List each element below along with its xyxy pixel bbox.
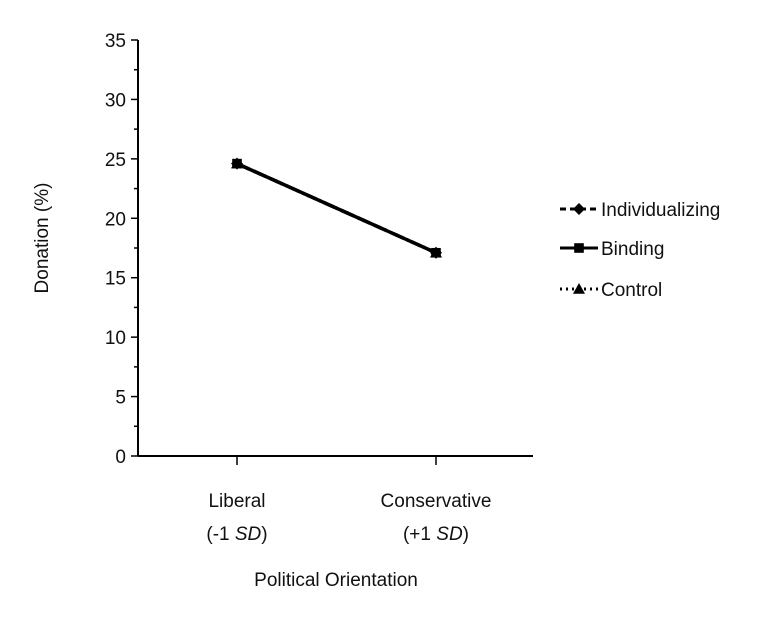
- x-axis-title: Political Orientation: [254, 570, 418, 591]
- y-tick-label: 35: [105, 31, 126, 52]
- y-tick-label: 5: [115, 388, 126, 409]
- y-tick-label: 15: [105, 269, 126, 290]
- y-tick-label: 10: [105, 328, 126, 349]
- legend-label: Control: [601, 280, 662, 301]
- y-tick-label: 20: [105, 209, 126, 230]
- y-axis-title: Donation (%): [32, 183, 53, 294]
- legend-item-control: Control: [560, 280, 662, 301]
- series-line: [236, 162, 437, 255]
- legend-label: Binding: [601, 239, 664, 260]
- x-category-sublabel: (-1 SD): [206, 524, 267, 545]
- y-tick-label: 25: [105, 150, 126, 171]
- legend: Individualizing Binding Control: [560, 200, 720, 301]
- legend-label: Individualizing: [601, 200, 720, 221]
- data-point: [430, 246, 442, 259]
- series-layer: [231, 157, 442, 259]
- legend-marker: [573, 283, 585, 294]
- legend-item-binding: Binding: [560, 239, 664, 260]
- series-line: [236, 162, 437, 255]
- legend-marker: [573, 203, 585, 215]
- x-axis: Liberal (-1 SD) Conservative (+1 SD): [138, 455, 533, 545]
- legend-item-individualizing: Individualizing: [560, 200, 720, 221]
- y-axis: 0 5 10 15 20 25 30 35: [105, 31, 139, 468]
- legend-marker: [574, 243, 584, 253]
- x-category-label: Liberal: [208, 491, 265, 512]
- x-category-sublabel: (+1 SD): [403, 524, 469, 545]
- series-individualizing: [231, 157, 442, 259]
- y-tick-label: 0: [115, 447, 126, 468]
- y-tick-label: 30: [105, 90, 126, 111]
- x-category-label: Conservative: [381, 491, 492, 512]
- data-point: [231, 157, 243, 170]
